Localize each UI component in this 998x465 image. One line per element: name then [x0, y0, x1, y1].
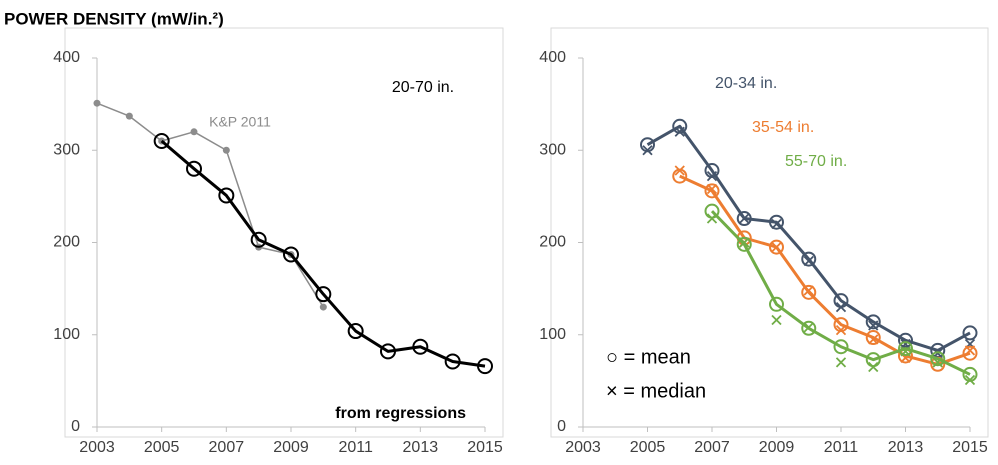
- point: [704, 183, 720, 199]
- plot-frame: [550, 27, 989, 438]
- annotation: from regressions: [335, 405, 466, 422]
- point: [672, 118, 688, 134]
- point: [865, 352, 881, 368]
- median-marker: [771, 314, 782, 326]
- series-line: [646, 124, 971, 352]
- annotation: ○ = mean: [606, 346, 691, 368]
- x-tick-label: 2003: [565, 439, 601, 456]
- point: [380, 343, 396, 360]
- point: [218, 187, 235, 204]
- point: [704, 203, 720, 219]
- annotation: × = median: [606, 380, 706, 402]
- point: [898, 332, 913, 348]
- x-tick-label: 2009: [273, 439, 309, 456]
- x-tick-label: 2007: [209, 439, 245, 456]
- series-label: 35-54 in.: [752, 119, 814, 136]
- x-tick-label: 2005: [630, 439, 666, 456]
- annotation: K&P 2011: [209, 114, 271, 130]
- series-line: [96, 102, 324, 308]
- point: [801, 251, 817, 267]
- point: [153, 133, 170, 150]
- point: [736, 211, 752, 227]
- y-tick-label: 400: [53, 49, 80, 66]
- y-tick-label: 0: [557, 418, 566, 435]
- y-tick-label: 200: [53, 234, 80, 251]
- point: [704, 163, 720, 179]
- point: [962, 345, 978, 361]
- x-tick-label: 2011: [338, 439, 373, 456]
- point: [769, 296, 784, 312]
- chart-title: POWER DENSITY (mW/in.²): [4, 9, 224, 28]
- point: [898, 341, 913, 357]
- point: [283, 246, 299, 263]
- point: [444, 353, 461, 370]
- point: [222, 146, 230, 154]
- x-tick-label: 2015: [952, 439, 988, 456]
- point: [833, 293, 849, 309]
- median-marker: [803, 322, 814, 333]
- y-tick-label: 100: [539, 326, 566, 343]
- median-marker: [739, 213, 750, 224]
- point: [833, 339, 849, 355]
- y-tick-label: 200: [539, 234, 566, 251]
- plot-frame: [64, 27, 504, 438]
- point: [250, 231, 267, 248]
- y-tick-label: 300: [53, 141, 80, 158]
- point: [801, 284, 817, 300]
- point: [347, 323, 364, 340]
- point: [736, 236, 752, 252]
- y-tick-label: 400: [539, 49, 566, 66]
- x-tick-label: 2013: [888, 439, 924, 456]
- y-tick-label: 300: [539, 141, 566, 158]
- point: [477, 358, 493, 375]
- point: [319, 303, 327, 311]
- point: [769, 214, 784, 230]
- point: [962, 325, 978, 341]
- point: [412, 338, 429, 355]
- point: [833, 317, 849, 333]
- point: [865, 314, 881, 330]
- series-label: 55-70 in.: [785, 153, 847, 170]
- point: [190, 128, 198, 136]
- median-marker: [771, 241, 782, 253]
- point: [865, 330, 881, 346]
- x-tick-label: 2015: [467, 439, 503, 456]
- point: [315, 286, 332, 303]
- point: [93, 99, 101, 107]
- x-tick-label: 2003: [79, 439, 115, 456]
- point: [801, 320, 817, 336]
- series-line: [710, 210, 971, 376]
- point: [640, 137, 655, 153]
- x-tick-label: 2007: [694, 439, 730, 456]
- series-label: 20-34 in.: [715, 75, 777, 92]
- x-tick-label: 2009: [759, 439, 795, 456]
- annotation-box: [375, 72, 471, 104]
- point: [125, 112, 133, 120]
- point: [962, 366, 978, 382]
- y-tick-label: 100: [53, 326, 80, 343]
- point: [930, 351, 946, 367]
- y-tick-label: 0: [71, 418, 80, 435]
- annotation: 20-70 in.: [392, 79, 454, 96]
- series-line: [679, 174, 971, 366]
- x-tick-label: 2005: [144, 439, 180, 456]
- x-tick-label: 2013: [403, 439, 439, 456]
- point: [672, 168, 688, 184]
- point: [186, 160, 202, 177]
- point: [769, 239, 784, 255]
- median-marker: [835, 357, 847, 368]
- x-tick-label: 2011: [824, 439, 859, 456]
- series-line: [160, 139, 486, 368]
